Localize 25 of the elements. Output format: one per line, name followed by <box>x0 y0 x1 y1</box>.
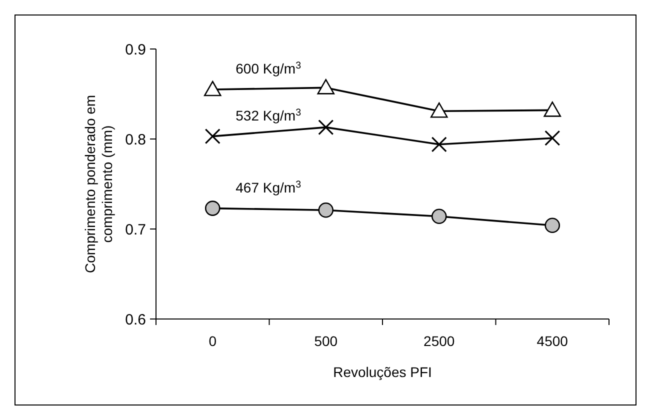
point <box>317 79 335 94</box>
x-axis-title: Revoluções PFI <box>333 364 432 380</box>
y-tick-label: 0.9 <box>125 41 146 58</box>
point <box>544 218 560 234</box>
x-tick-label: 2500 <box>424 333 455 349</box>
y-tick-label: 0.7 <box>125 221 146 238</box>
x-tick-label: 4500 <box>536 333 568 349</box>
point <box>318 202 334 218</box>
point <box>430 102 448 118</box>
series-label: 600 Kg/m$^{3}$ <box>236 60 302 76</box>
point <box>431 136 447 152</box>
point <box>204 80 222 96</box>
point <box>431 208 447 224</box>
y-tick-label: 0.6 <box>125 311 146 328</box>
x-tick-label: 500 <box>314 333 338 349</box>
point <box>544 130 560 146</box>
x-tick-label: 0 <box>208 333 217 349</box>
point <box>204 200 220 216</box>
point <box>318 120 334 136</box>
series-label: 532 Kg/m$^{3}$ <box>236 106 302 124</box>
point <box>544 102 562 117</box>
series-label: 467 Kg/m$^{3}$ <box>236 178 302 196</box>
y-axis-title: Comprimento ponderado em comprimento (mm) <box>82 94 115 274</box>
point <box>204 128 220 144</box>
y-tick-label: 0.8 <box>125 131 146 148</box>
